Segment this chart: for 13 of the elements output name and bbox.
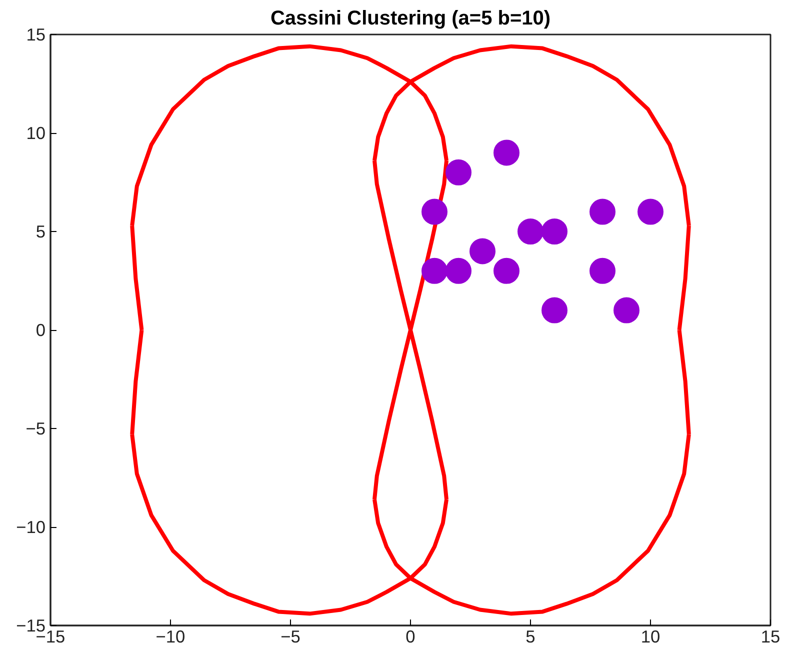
chart-title: Cassini Clustering (a=5 b=10) bbox=[270, 8, 551, 30]
x-tick-label: 15 bbox=[760, 626, 780, 646]
y-tick-label: 10 bbox=[26, 123, 46, 143]
x-tick-label: −10 bbox=[156, 626, 186, 646]
x-tick-label: −5 bbox=[280, 626, 300, 646]
y-tick-label: 0 bbox=[36, 320, 46, 340]
y-tick-label: −5 bbox=[26, 418, 46, 438]
y-tick-label: 15 bbox=[26, 24, 46, 44]
y-tick-label: 5 bbox=[36, 222, 46, 242]
x-tick-label: 10 bbox=[640, 626, 660, 646]
x-tick-label: 5 bbox=[526, 626, 536, 646]
x-tick-label: 0 bbox=[406, 626, 416, 646]
y-tick-label: −10 bbox=[16, 517, 46, 537]
